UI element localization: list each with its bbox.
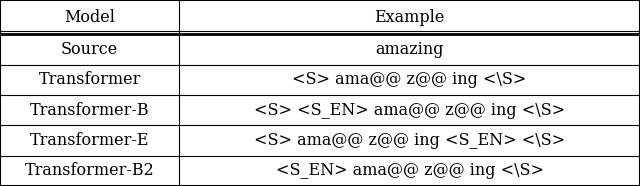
Text: <S> ama@@ z@@ ing <S_EN> <\S>: <S> ama@@ z@@ ing <S_EN> <\S> [254,132,565,149]
Text: Transformer: Transformer [38,71,141,88]
Text: Transformer-E: Transformer-E [30,132,149,149]
Text: Source: Source [61,41,118,58]
Text: amazing: amazing [375,41,444,58]
Text: Transformer-B: Transformer-B [30,102,149,119]
Text: <S> <S_EN> ama@@ z@@ ing <\S>: <S> <S_EN> ama@@ z@@ ing <\S> [254,102,565,119]
Text: <S> ama@@ z@@ ing <\S>: <S> ama@@ z@@ ing <\S> [292,71,527,88]
Text: Transformer-B2: Transformer-B2 [25,162,154,179]
Text: <S_EN> ama@@ z@@ ing <\S>: <S_EN> ama@@ z@@ ing <\S> [276,162,543,179]
Text: Model: Model [64,9,115,26]
Text: Example: Example [374,9,445,26]
